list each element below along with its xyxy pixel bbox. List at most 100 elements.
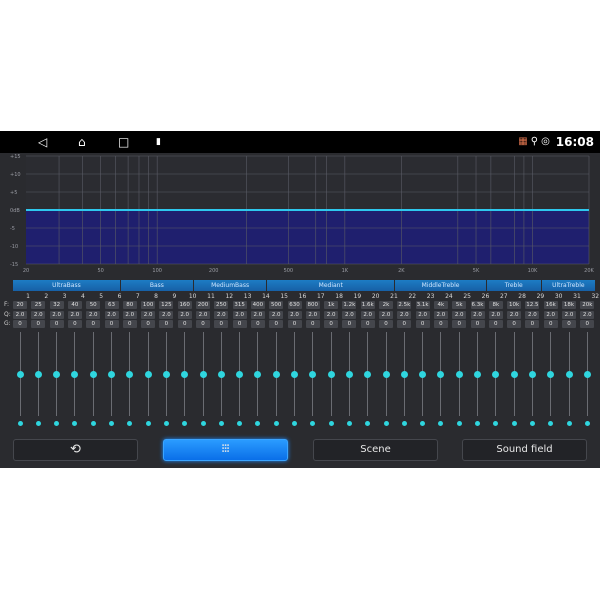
gain-value[interactable]: 0 [562,320,576,328]
channel-select-dot[interactable] [145,421,151,426]
gain-slider-knob[interactable] [327,370,335,378]
gain-value[interactable]: 0 [141,320,156,328]
gain-value[interactable]: 0 [159,320,174,328]
gain-value[interactable]: 0 [342,320,357,328]
q-value[interactable]: 2.0 [141,311,156,319]
freq-value[interactable]: 50 [86,301,101,309]
channel-select-dot[interactable] [529,421,535,426]
gain-value[interactable]: 0 [31,320,46,328]
channel-select-dot[interactable] [182,421,188,426]
gain-slider-knob[interactable] [455,370,463,378]
sound-field-button[interactable]: Sound field [462,439,587,461]
channel-select-dot[interactable] [54,421,60,426]
gain-slider-knob[interactable] [144,370,152,378]
gain-slider-knob[interactable] [291,370,298,378]
channel-select-dot[interactable] [255,421,261,426]
freq-value[interactable]: 125 [159,301,174,309]
gain-value[interactable]: 0 [177,320,192,328]
recents-icon[interactable]: □ [118,135,130,149]
q-value[interactable]: 2.0 [342,311,357,319]
channel-select-dot[interactable] [493,421,499,426]
channel-select-dot[interactable] [584,421,590,426]
gain-value[interactable]: 0 [232,320,247,328]
freq-value[interactable]: 6.3k [470,301,485,309]
channel-select-dot[interactable] [365,421,371,426]
gain-slider-knob[interactable] [583,370,591,378]
q-value[interactable]: 2.0 [214,311,229,319]
channel-select-dot[interactable] [127,421,133,426]
q-value[interactable]: 2.0 [196,311,210,319]
back-icon[interactable]: ◁ [38,135,48,149]
q-value[interactable]: 2.0 [67,311,82,319]
q-value[interactable]: 2.0 [379,311,393,319]
channel-select-dot[interactable] [328,421,334,426]
scene-button[interactable]: Scene [313,439,438,461]
channel-select-dot[interactable] [273,421,279,426]
freq-value[interactable]: 1.2k [342,301,357,309]
freq-value[interactable]: 20 [13,301,27,309]
gain-value[interactable]: 0 [122,320,137,328]
q-value[interactable]: 2.0 [415,311,430,319]
freq-value[interactable]: 100 [141,301,156,309]
gain-value[interactable]: 0 [415,320,430,328]
q-value[interactable]: 2.0 [122,311,137,319]
freq-value[interactable]: 4k [433,301,448,309]
q-value[interactable]: 2.0 [287,311,302,319]
band-tab-bass[interactable]: Bass [120,280,193,291]
freq-value[interactable]: 200 [196,301,210,309]
channel-select-dot[interactable] [200,421,206,426]
gain-value[interactable]: 0 [287,320,302,328]
gain-value[interactable]: 0 [196,320,210,328]
gain-value[interactable]: 0 [305,320,320,328]
channel-select-dot[interactable] [310,421,316,426]
equalizer-button[interactable]: ⫶⫶⫶ [163,439,288,461]
channel-select-dot[interactable] [420,421,426,426]
gain-slider-knob[interactable] [108,370,115,378]
gain-slider-knob[interactable] [565,370,573,378]
q-value[interactable]: 2.0 [31,311,46,319]
q-value[interactable]: 2.0 [86,311,101,319]
gain-slider-knob[interactable] [510,370,518,378]
reset-button[interactable]: ⟲ [13,439,138,461]
q-value[interactable]: 2.0 [543,311,558,319]
gain-value[interactable]: 0 [379,320,393,328]
band-tab-middletreble[interactable]: MiddleTreble [395,280,486,291]
q-value[interactable]: 2.0 [488,311,503,319]
freq-value[interactable]: 32 [49,301,64,309]
gain-slider-knob[interactable] [492,370,500,378]
freq-value[interactable]: 16k [543,301,558,309]
gain-value[interactable]: 0 [543,320,558,328]
gain-value[interactable]: 0 [67,320,82,328]
gain-slider-knob[interactable] [474,370,481,378]
channel-select-dot[interactable] [90,421,96,426]
band-tab-mediumbass[interactable]: MediumBass [194,280,267,291]
gain-value[interactable]: 0 [13,320,27,328]
q-value[interactable]: 2.0 [49,311,64,319]
gain-slider-knob[interactable] [126,370,134,378]
gain-value[interactable]: 0 [452,320,467,328]
q-value[interactable]: 2.0 [13,311,27,319]
gain-value[interactable]: 0 [580,320,595,328]
channel-select-dot[interactable] [401,421,407,426]
channel-select-dot[interactable] [17,421,23,426]
q-value[interactable]: 2.0 [269,311,284,319]
freq-value[interactable]: 12.5 [525,301,540,309]
gain-value[interactable]: 0 [49,320,64,328]
gain-value[interactable]: 0 [470,320,485,328]
freq-value[interactable]: 315 [232,301,247,309]
q-value[interactable]: 2.0 [562,311,576,319]
gain-slider-knob[interactable] [547,370,555,378]
q-value[interactable]: 2.0 [452,311,467,319]
gain-slider-knob[interactable] [181,370,189,378]
channel-select-dot[interactable] [456,421,462,426]
freq-value[interactable]: 500 [269,301,284,309]
freq-value[interactable]: 10k [507,301,522,309]
q-value[interactable]: 2.0 [104,311,119,319]
band-tab-ultrabass[interactable]: UltraBass [13,280,120,291]
q-value[interactable]: 2.0 [177,311,192,319]
freq-value[interactable]: 1.6k [360,301,375,309]
freq-value[interactable]: 250 [214,301,229,309]
freq-value[interactable]: 400 [250,301,265,309]
freq-value[interactable]: 160 [177,301,192,309]
gain-slider-knob[interactable] [272,370,280,378]
